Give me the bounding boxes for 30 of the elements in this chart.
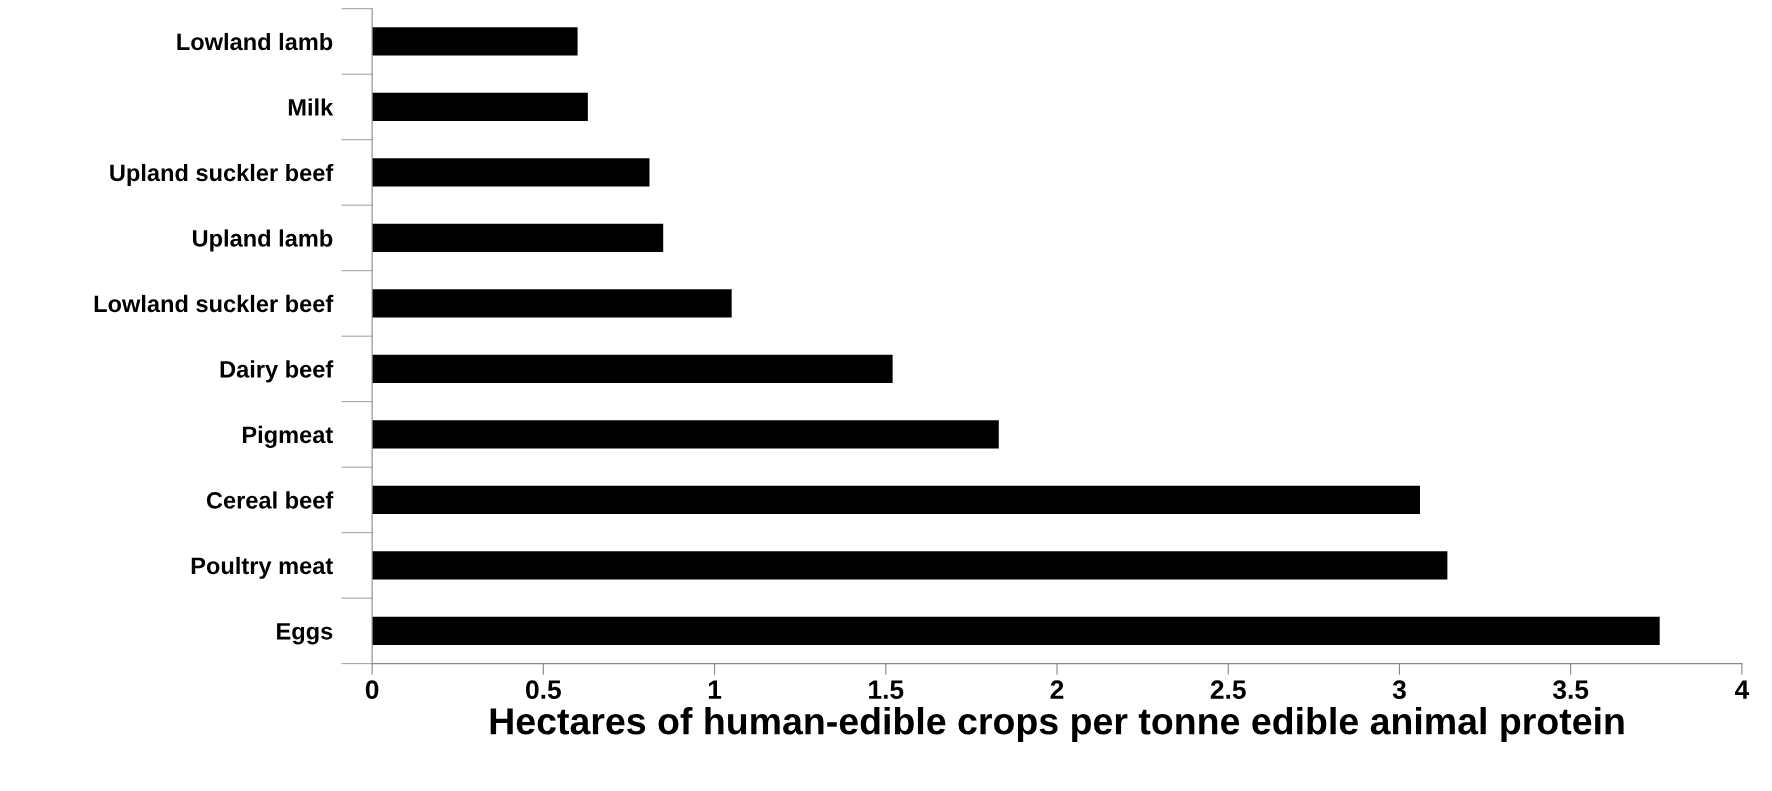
bar <box>372 485 1420 514</box>
y-tick-label: Poultry meat <box>191 556 333 579</box>
bar <box>372 354 893 383</box>
bar <box>372 289 732 318</box>
x-tick-label: 0.5 <box>526 680 561 699</box>
y-tick-label: Upland lamb <box>192 229 333 252</box>
x-tick-label: 1.5 <box>869 680 904 699</box>
bar <box>372 223 664 253</box>
x-tick-label: 3 <box>1392 680 1406 700</box>
x-tick-label: 0 <box>365 680 379 699</box>
bar <box>372 616 1660 645</box>
bar <box>372 420 999 449</box>
x-tick-label: 1 <box>708 680 722 699</box>
bar <box>372 158 650 187</box>
x-tick-label: 3.5 <box>1552 680 1589 700</box>
x-tick-label: 4 <box>1734 680 1750 699</box>
bar <box>372 92 588 122</box>
y-tick-label: Lowland lamb <box>177 32 333 51</box>
bar <box>372 27 578 56</box>
y-tick-label: Cereal beef <box>206 491 334 509</box>
y-tick-label: Pigmeat <box>242 425 333 448</box>
bar <box>372 551 1448 580</box>
y-tick-label: Lowland suckler beef <box>94 294 334 313</box>
y-tick-label: Dairy beef <box>220 360 334 383</box>
x-tick-label: 2 <box>1050 680 1064 699</box>
y-tick-label: Milk <box>288 98 334 116</box>
x-axis-title: Hectares of human-edible crops per tonne edible animal protein <box>490 707 1624 742</box>
y-tick-label: Eggs <box>277 623 333 645</box>
x-tick-label: 2.5 <box>1210 680 1246 699</box>
y-tick-label: Upland suckler beef <box>110 163 334 186</box>
